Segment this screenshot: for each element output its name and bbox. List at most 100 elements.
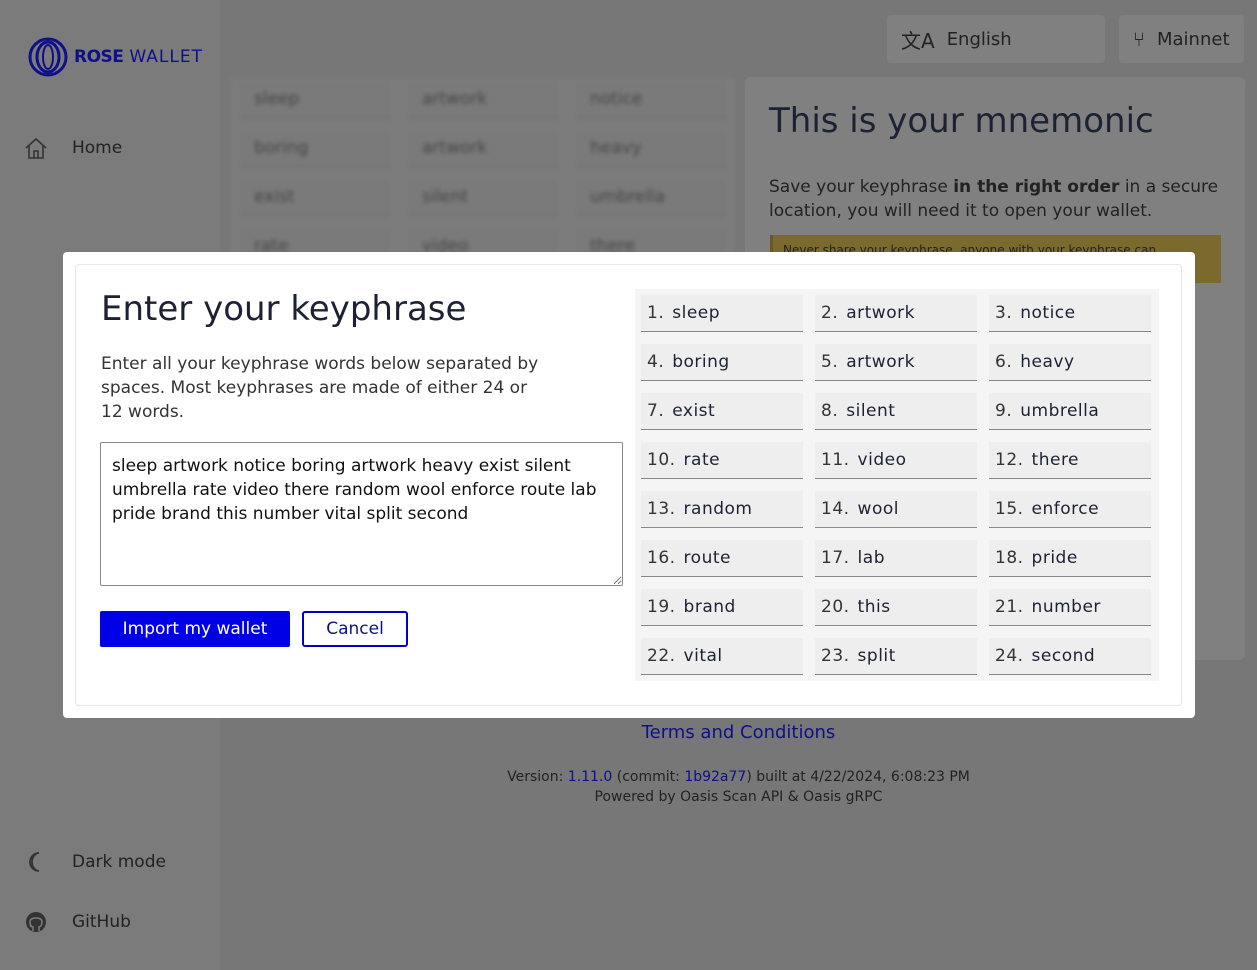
keyphrase-word-19: 19. brand	[641, 589, 803, 626]
rose-wallet-logo[interactable]: ROSE WALLET	[28, 37, 203, 77]
word-text: video	[857, 450, 907, 470]
keyphrase-word-2: 2. artwork	[815, 295, 977, 332]
import-wallet-button[interactable]: Import my wallet	[100, 611, 290, 647]
background-word-cell: artwork	[408, 131, 558, 167]
keyphrase-word-17: 17. lab	[815, 540, 977, 577]
keyphrase-word-23: 23. split	[815, 638, 977, 675]
rose-logo-icon	[28, 37, 68, 77]
keyphrase-word-21: 21. number	[989, 589, 1151, 626]
moon-icon	[29, 852, 40, 872]
background-word-cell: notice	[576, 82, 726, 118]
commit-link[interactable]: 1b92a77	[684, 769, 747, 785]
terms-link[interactable]: Terms and Conditions	[641, 722, 836, 743]
keyphrase-word-6: 6. heavy	[989, 344, 1151, 381]
keyphrase-word-15: 15. enforce	[989, 491, 1151, 528]
word-text: enforce	[1031, 499, 1100, 519]
word-text: pride	[1031, 548, 1078, 568]
word-index: 3.	[995, 303, 1013, 323]
background-word-cell: boring	[240, 131, 390, 167]
network-selector[interactable]: ⑂ Mainnet	[1119, 15, 1244, 63]
language-selector[interactable]: 文A English	[887, 15, 1105, 63]
keyphrase-word-4: 4. boring	[641, 344, 803, 381]
word-index: 13.	[647, 499, 676, 519]
keyphrase-word-16: 16. route	[641, 540, 803, 577]
cancel-button[interactable]: Cancel	[302, 611, 408, 647]
logo-text: WALLET	[129, 47, 203, 67]
language-label: English	[946, 28, 1012, 50]
network-fork-icon: ⑂	[1133, 27, 1145, 51]
background-word-cell: umbrella	[576, 180, 726, 216]
background-word-cell: heavy	[576, 131, 726, 167]
mnemonic-title: This is your mnemonic	[769, 101, 1154, 141]
footer-powered: Powered by Oasis Scan API & Oasis gRPC	[594, 789, 883, 805]
sidebar-item-dark-mode[interactable]: Dark mode	[24, 850, 166, 874]
word-text: second	[1031, 646, 1096, 666]
word-text: vital	[683, 646, 723, 666]
keyphrase-word-9: 9. umbrella	[989, 393, 1151, 430]
word-index: 1.	[647, 303, 665, 323]
keyphrase-word-12: 12. there	[989, 442, 1151, 479]
word-index: 2.	[821, 303, 839, 323]
word-index: 14.	[821, 499, 850, 519]
word-index: 9.	[995, 401, 1013, 421]
word-index: 7.	[647, 401, 665, 421]
keyphrase-word-5: 5. artwork	[815, 344, 977, 381]
keyphrase-textarea[interactable]: sleep artwork notice boring artwork heav…	[100, 442, 623, 586]
keyphrase-word-10: 10. rate	[641, 442, 803, 479]
word-text: this	[857, 597, 891, 617]
word-text: route	[683, 548, 731, 568]
import-keyphrase-dialog: Enter your keyphrase Enter all your keyp…	[63, 252, 1195, 718]
keyphrase-word-grid: 1. sleep 2. artwork 3. notice 4. boring 5. artwor…	[635, 289, 1159, 681]
keyphrase-word-14: 14. wool	[815, 491, 977, 528]
home-icon	[25, 137, 47, 159]
word-text: boring	[672, 352, 730, 372]
word-index: 24.	[995, 646, 1024, 666]
word-text: sleep	[672, 303, 721, 323]
word-index: 18.	[995, 548, 1024, 568]
keyphrase-word-24: 24. second	[989, 638, 1151, 675]
footer-terms: Terms and Conditions	[220, 722, 1257, 743]
keyphrase-word-18: 18. pride	[989, 540, 1151, 577]
word-text: brand	[683, 597, 736, 617]
dialog-title: Enter your keyphrase	[101, 289, 467, 329]
keyphrase-word-13: 13. random	[641, 491, 803, 528]
keyphrase-word-7: 7. exist	[641, 393, 803, 430]
word-index: 10.	[647, 450, 676, 470]
footer-version: Version: 1.11.0 (commit: 1b92a77) built …	[507, 769, 970, 785]
keyphrase-word-11: 11. video	[815, 442, 977, 479]
sidebar-item-home[interactable]: Home	[24, 136, 122, 160]
sidebar-item-label: Dark mode	[72, 852, 166, 872]
mnemonic-description: Save your keyphrase in the right order i…	[769, 177, 1219, 221]
word-text: exist	[672, 401, 716, 421]
background-word-cell: silent	[408, 180, 558, 216]
word-index: 17.	[821, 548, 850, 568]
word-text: number	[1031, 597, 1101, 617]
version-link[interactable]: 1.11.0	[567, 769, 613, 785]
logo-text-bold: ROSE	[74, 47, 124, 67]
word-text: artwork	[846, 352, 915, 372]
keyphrase-word-3: 3. notice	[989, 295, 1151, 332]
keyphrase-word-8: 8. silent	[815, 393, 977, 430]
sidebar-item-github[interactable]: GitHub	[24, 910, 131, 934]
word-text: lab	[857, 548, 885, 568]
word-text: heavy	[1020, 352, 1075, 372]
word-text: silent	[846, 401, 896, 421]
word-index: 11.	[821, 450, 850, 470]
word-index: 5.	[821, 352, 839, 372]
background-word-grid: sleep artwork notice boring artwork heavy exis…	[230, 78, 735, 268]
word-index: 16.	[647, 548, 676, 568]
sidebar-item-label: GitHub	[72, 912, 131, 932]
translate-icon: 文A	[901, 28, 935, 53]
background-word-cell: artwork	[408, 82, 558, 118]
word-text: notice	[1020, 303, 1076, 323]
word-text: wool	[857, 499, 899, 519]
keyphrase-word-1: 1. sleep	[641, 295, 803, 332]
background-word-cell: sleep	[240, 82, 390, 118]
word-index: 23.	[821, 646, 850, 666]
word-index: 6.	[995, 352, 1013, 372]
word-index: 19.	[647, 597, 676, 617]
github-icon	[26, 912, 46, 932]
word-index: 15.	[995, 499, 1024, 519]
word-text: split	[857, 646, 896, 666]
word-index: 20.	[821, 597, 850, 617]
